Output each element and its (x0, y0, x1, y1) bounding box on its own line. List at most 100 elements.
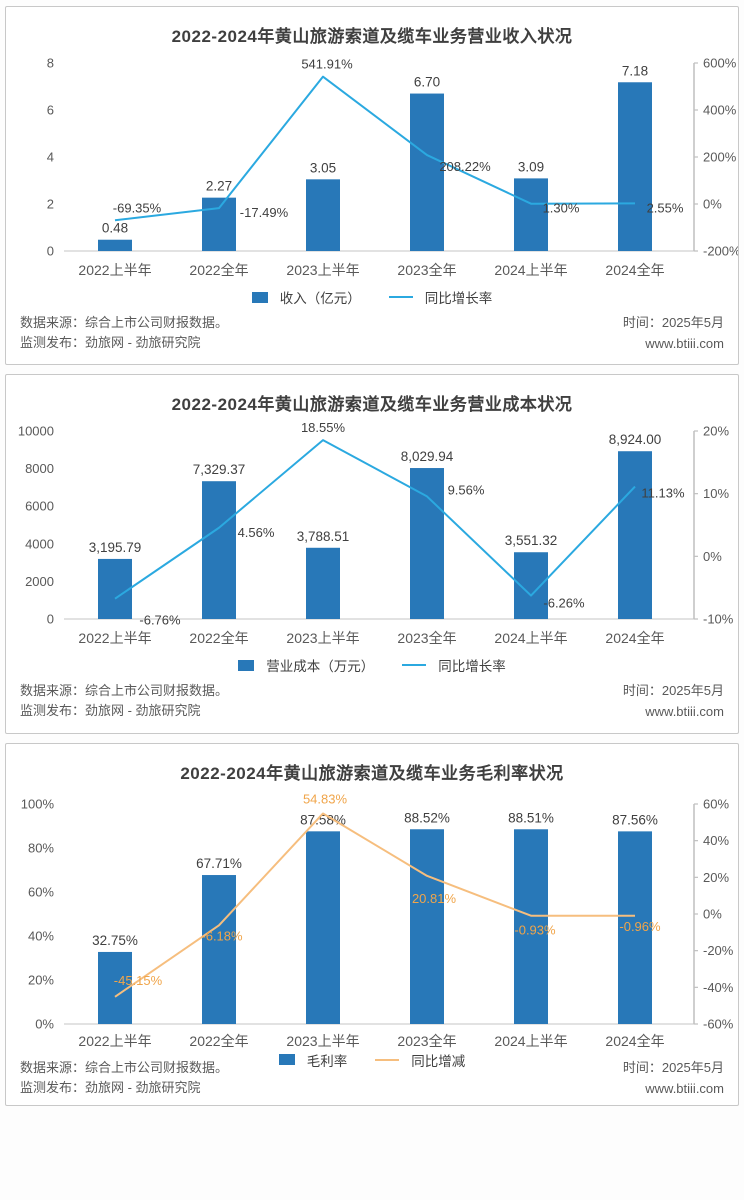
bar-legend-label: 收入（亿元） (279, 291, 361, 306)
line-legend-mark (402, 664, 427, 667)
left-axis-tick-label: 10000 (18, 424, 54, 439)
bar-value-label: 8,029.94 (401, 449, 454, 464)
category-label: 2022上半年 (78, 1033, 151, 1049)
left-axis-tick-label: 0 (47, 244, 54, 259)
line-legend-label: 同比增长率 (424, 291, 493, 306)
right-axis-tick-label: 20% (703, 869, 729, 884)
category-label: 2022全年 (189, 262, 248, 278)
right-axis-tick-label: 0% (703, 906, 722, 921)
left-axis-tick-label: 100% (21, 796, 55, 811)
category-label: 2022上半年 (78, 262, 151, 278)
line-legend-mark (375, 1058, 400, 1061)
left-axis-tick-label: 6000 (25, 499, 54, 514)
left-axis-tick-label: 20% (28, 972, 54, 987)
bar (98, 239, 132, 251)
line-legend-label: 同比增减 (411, 1053, 466, 1069)
line-value-label: 4.56% (238, 525, 275, 540)
category-label: 2024全年 (605, 262, 664, 278)
bar-value-label: 7.18 (622, 63, 648, 78)
bar (202, 197, 236, 251)
growth-rate-line (114, 439, 636, 600)
line-value-label: -45.15% (114, 972, 163, 987)
bar-value-label: 6.70 (414, 75, 440, 90)
legend-gross-margin: 毛利率 同比增减 (6, 1050, 738, 1070)
line-value-label: -0.96% (619, 918, 661, 933)
bar (306, 179, 340, 251)
line-value-label: -6.76% (139, 613, 181, 628)
bar (514, 828, 548, 1024)
left-axis-tick-label: 80% (28, 840, 54, 855)
line-value-label: 541.91% (301, 57, 353, 72)
bar (514, 178, 548, 251)
line-value-label: -6.26% (543, 596, 585, 611)
bar (618, 830, 652, 1024)
right-axis-tick-label: 60% (703, 796, 729, 811)
bar-value-label: 0.48 (102, 221, 128, 236)
line-value-label: 54.83% (303, 791, 348, 806)
line-value-label: 11.13% (641, 486, 685, 501)
category-label: 2022全年 (189, 1033, 248, 1049)
bar-value-label: 87.58% (300, 812, 346, 827)
left-axis-tick-label: 40% (28, 928, 54, 943)
bar-value-label: 87.56% (612, 812, 658, 827)
line-value-label: 208.22% (439, 159, 491, 174)
panel-footer: 数据来源：综合上市公司财报数据。 监测发布：劲旅网 - 劲旅研究院 时间：202… (6, 307, 738, 364)
right-axis-tick-label: 0% (703, 197, 722, 212)
line-value-label: -0.93% (514, 922, 556, 937)
website-text: www.btiii.com (645, 336, 724, 352)
category-label: 2024全年 (605, 1033, 664, 1049)
right-axis-tick-label: -40% (703, 979, 734, 994)
right-axis-tick-label: 600% (703, 56, 737, 71)
left-axis-tick-label: 0 (47, 612, 54, 627)
right-axis-tick-label: -10% (703, 612, 734, 627)
data-source-line: 数据来源：综合上市公司财报数据。 (20, 315, 229, 330)
line-value-label: -17.49% (240, 205, 289, 220)
gross-margin-chart-canvas: 60% 40% 20% 0% -20% -40% -60% 0% 20% 40% 60% 80% 100… (21, 791, 734, 1049)
right-axis-tick-label: 40% (703, 833, 729, 848)
category-label: 2023上半年 (286, 630, 359, 646)
left-axis-tick-label: 0% (35, 1016, 54, 1031)
left-axis-tick-label: 6 (47, 103, 54, 118)
bar-value-label: 3,551.32 (505, 534, 558, 549)
category-label: 2024上半年 (494, 262, 567, 278)
bar (306, 548, 340, 620)
line-value-label: 18.55% (301, 420, 346, 435)
website-text: www.btiii.com (645, 704, 724, 720)
line-value-label: 2.55% (647, 200, 684, 215)
legend-revenue: 收入（亿元） 同比增长率 (6, 287, 738, 307)
website-text: www.btiii.com (645, 1080, 724, 1096)
left-axis-tick-label: 2000 (25, 574, 54, 589)
cost-chart-panel: 2022-2024年黄山旅游索道及缆车业务营业成本状况 20% 10% 0% -10%… (5, 374, 739, 734)
growth-rate-line (114, 75, 636, 222)
publisher-line: 监测发布：劲旅网 - 劲旅研究院 (20, 703, 201, 719)
bar-value-label: 3.05 (310, 160, 336, 175)
left-axis-tick-label: 8 (47, 56, 54, 71)
time-line: 时间：2025年5月 (622, 683, 724, 699)
line-value-label: 20.81% (412, 890, 457, 905)
bar (202, 874, 236, 1024)
bar (98, 559, 132, 620)
bar (202, 481, 236, 620)
bar-value-label: 2.27 (206, 179, 232, 194)
right-axis-tick-label: 10% (703, 486, 729, 501)
bar-legend-label: 营业成本（万元） (266, 659, 375, 675)
bar-value-label: 3.09 (518, 159, 544, 174)
revenue-chart-panel: 2022-2024年黄山旅游索道及缆车业务营业收入状况 600% 400% 200%… (5, 6, 739, 366)
bar (306, 830, 340, 1024)
line-value-label: 1.30% (543, 201, 580, 216)
bar (618, 82, 652, 251)
bar-value-label: 3,195.79 (89, 540, 142, 555)
line-value-label: 9.56% (448, 483, 485, 498)
bar-legend-label: 毛利率 (306, 1053, 348, 1069)
bar-value-label: 67.71% (196, 856, 242, 871)
right-axis-tick-label: 20% (703, 424, 729, 439)
line-value-label: -6.18% (201, 928, 243, 943)
cost-chart-canvas: 20% 10% 0% -10% 0 2000 4000 6000 8000 10000 3,195.… (18, 420, 734, 646)
growth-rate-line (114, 812, 636, 998)
left-axis-tick-label: 60% (28, 884, 54, 899)
chart-title-gross-margin: 2022-2024年黄山旅游索道及缆车业务毛利率状况 (180, 763, 564, 783)
panel-footer: 数据来源：综合上市公司财报数据。 监测发布：劲旅网 - 劲旅研究院 时间：202… (6, 675, 738, 732)
bar-legend-swatch (278, 1054, 295, 1066)
line-legend-label: 同比增长率 (438, 659, 506, 675)
revenue-chart-canvas: 600% 400% 200% 0% -200% 0 2 4 6 8 0.48 2.27 3.05 6.70… (47, 56, 738, 279)
